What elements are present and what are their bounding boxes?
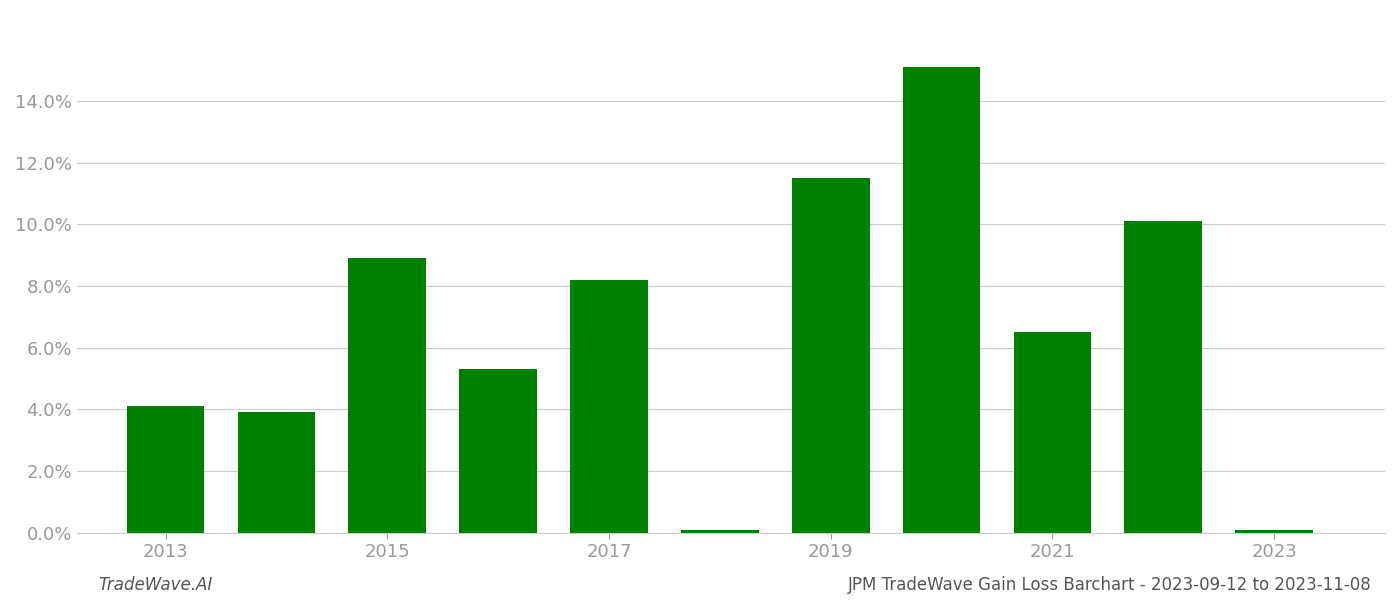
- Text: TradeWave.AI: TradeWave.AI: [98, 576, 213, 594]
- Bar: [238, 412, 315, 533]
- Bar: [680, 530, 759, 533]
- Bar: [1014, 332, 1091, 533]
- Bar: [349, 259, 426, 533]
- Bar: [1124, 221, 1203, 533]
- Bar: [792, 178, 869, 533]
- Bar: [570, 280, 648, 533]
- Bar: [1235, 530, 1313, 533]
- Text: JPM TradeWave Gain Loss Barchart - 2023-09-12 to 2023-11-08: JPM TradeWave Gain Loss Barchart - 2023-…: [848, 576, 1372, 594]
- Bar: [127, 406, 204, 533]
- Bar: [459, 369, 538, 533]
- Bar: [903, 67, 980, 533]
